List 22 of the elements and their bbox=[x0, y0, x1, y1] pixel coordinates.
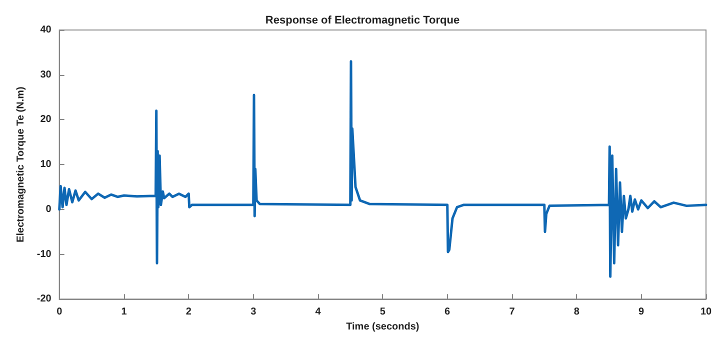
x-axis-title: Time (seconds) bbox=[346, 322, 420, 332]
y-axis-title: Electromagnetic Torque Te (N.m) bbox=[16, 86, 26, 242]
x-tick-label: 2 bbox=[186, 306, 192, 318]
x-tick-label: 10 bbox=[700, 306, 712, 318]
x-tick-label: 1 bbox=[121, 306, 128, 318]
x-tick-label: 6 bbox=[444, 306, 451, 318]
y-tick-label: -10 bbox=[36, 248, 52, 260]
y-tick-label: 40 bbox=[40, 24, 52, 36]
y-tick-label: -20 bbox=[36, 294, 52, 305]
x-tick-label: 8 bbox=[574, 306, 580, 318]
x-tick-label: 7 bbox=[509, 306, 516, 318]
y-tick-label: 10 bbox=[40, 159, 52, 170]
chart-title: Response of Electromagnetic Torque bbox=[265, 14, 460, 26]
line-series bbox=[58, 60, 708, 278]
x-tick-label: 4 bbox=[315, 306, 322, 318]
y-tick-label: 0 bbox=[46, 204, 52, 215]
y-tick-label: 30 bbox=[40, 69, 52, 80]
x-tick-label: 9 bbox=[638, 306, 645, 318]
x-tick-label: 3 bbox=[250, 306, 257, 318]
x-tick-label: 0 bbox=[56, 306, 63, 318]
y-tick-label: 20 bbox=[40, 114, 52, 126]
x-tick-label: 5 bbox=[380, 306, 386, 318]
